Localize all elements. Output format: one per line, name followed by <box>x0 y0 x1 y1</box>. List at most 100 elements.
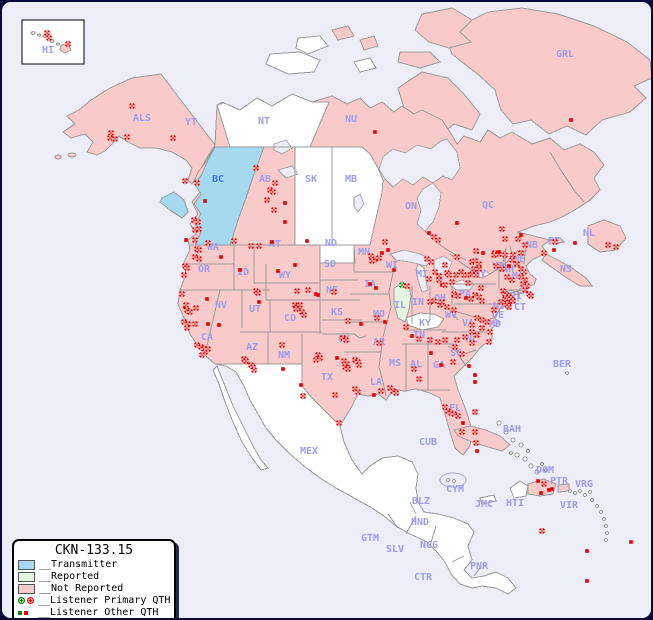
listener-prim-marker <box>427 258 435 266</box>
listener-prim-marker <box>441 336 449 344</box>
lake-winnipeg <box>353 193 365 213</box>
listener-other-marker <box>299 383 303 387</box>
region-vancouver-island <box>159 191 189 219</box>
region-label-bah: BAH <box>503 424 521 435</box>
listener-other-marker <box>368 282 372 286</box>
listener-prim-marker <box>458 350 466 358</box>
listener-other-marker <box>359 322 363 326</box>
listener-prim-marker <box>230 237 238 245</box>
region-label-wa: WA <box>207 242 219 253</box>
listener-prim-marker <box>519 280 527 288</box>
listener-prim-marker <box>204 239 212 247</box>
listener-prim-marker <box>331 391 339 399</box>
listener-prim-marker <box>263 196 271 204</box>
region-label-hi: HI <box>42 45 54 56</box>
listener-other-marker <box>467 364 471 368</box>
listener-other-marker <box>461 421 465 425</box>
legend-rows: __Transmitter __Reported __Not Reported __L… <box>18 559 170 618</box>
region-label-vrg: VRG <box>575 479 593 490</box>
region-label-ky: KY <box>419 318 431 329</box>
listener-prim-marker <box>123 133 131 141</box>
listener-prim-marker <box>355 361 363 369</box>
bermuda-island <box>564 370 570 376</box>
listener-prim-marker <box>410 365 418 373</box>
listener-prim-marker <box>195 246 203 254</box>
listener-prim-marker <box>64 40 72 48</box>
region-label-ab: AB <box>259 174 271 185</box>
listener-other-marker <box>629 540 633 544</box>
listener-prim-marker <box>204 345 212 353</box>
listener-prim-marker <box>473 314 481 322</box>
listener-prim-marker <box>483 318 491 326</box>
region-labels: HIALSYTBCABSKMBNTNUGRLONQCNLNSNBPEWAMTND… <box>42 45 595 583</box>
great-slave-lake <box>277 165 299 179</box>
legend-item: __Listener Other QTH <box>18 607 170 618</box>
listener-other-marker <box>429 351 433 355</box>
listener-prim-marker <box>254 289 262 297</box>
listener-prim-marker <box>443 303 451 311</box>
region-ky <box>405 312 445 331</box>
region-label-tx: TX <box>321 372 333 383</box>
region-label-ct: CT <box>514 302 526 313</box>
region-label-sc: SC <box>450 348 462 359</box>
listener-prim-marker <box>521 241 529 249</box>
listener-prim-marker <box>467 295 475 303</box>
listener-other-marker <box>455 221 459 225</box>
listener-other-marker <box>473 380 477 384</box>
region-label-jmc: JMC <box>475 499 493 510</box>
region-label-bc: BC <box>212 174 224 185</box>
listener-prim-marker <box>441 261 449 269</box>
listener-prim-marker <box>453 336 461 344</box>
listener-other-marker <box>569 118 573 122</box>
listener-other-marker <box>219 255 223 259</box>
listener-prim-marker <box>501 251 509 259</box>
region-label-mex: MEX <box>300 446 318 457</box>
listener-other-marker <box>585 549 589 553</box>
listener-prim-marker <box>498 225 506 233</box>
region-label-hti: HTI <box>506 498 524 509</box>
aleutian-island <box>54 154 62 160</box>
listener-prim-marker <box>454 412 462 420</box>
region-label-nt: NT <box>258 116 270 127</box>
listener-prim-marker <box>182 301 190 309</box>
region-label-il: IL <box>394 300 406 311</box>
listener-prim-marker <box>490 306 498 314</box>
listener-other-marker <box>206 322 210 326</box>
listener-prim-marker <box>270 206 278 214</box>
region-label-or: OR <box>198 264 211 275</box>
listener-prim-marker <box>431 268 439 276</box>
region-label-nh: NH <box>502 264 514 275</box>
listener-prim-marker <box>45 34 53 42</box>
region-label-mt: MT <box>269 239 281 250</box>
listener-other-marker <box>283 220 287 224</box>
listener-other-marker <box>539 491 543 495</box>
region-label-la: LA <box>370 377 382 388</box>
other-qth-marker-icons <box>18 610 34 615</box>
region-baja <box>212 365 269 471</box>
region-label-ri: RI <box>510 291 522 302</box>
listener-prim-marker <box>178 290 186 298</box>
listener-prim-marker <box>330 288 338 296</box>
legend-box: CKN-133.15 __Transmitter __Reported __Not … <box>12 539 176 618</box>
listener-prim-marker <box>612 243 620 251</box>
region-label-ks: KS <box>331 307 343 318</box>
region-label-vir: VIR <box>560 500 579 511</box>
legend-item: __Reported <box>18 571 170 582</box>
region-label-nc: NC <box>466 334 478 345</box>
listener-prim-marker <box>107 129 115 137</box>
region-alaska <box>62 73 216 185</box>
listener-prim-marker <box>312 356 320 364</box>
region-label-nl: NL <box>583 228 595 239</box>
legend-item-label: __Not Reported <box>39 583 124 594</box>
listener-prim-marker <box>454 292 462 300</box>
cayman-outline <box>439 472 467 488</box>
region-parry-2 <box>359 35 379 51</box>
region-label-hnd: HND <box>411 517 429 528</box>
region-label-yt: YT <box>185 117 197 128</box>
not_reported_pink-swatch <box>18 583 35 594</box>
listener-prim-marker <box>180 271 188 279</box>
listener-prim-marker <box>198 351 206 359</box>
listener-prim-marker <box>473 331 481 339</box>
region-label-wy: WY <box>279 270 291 281</box>
